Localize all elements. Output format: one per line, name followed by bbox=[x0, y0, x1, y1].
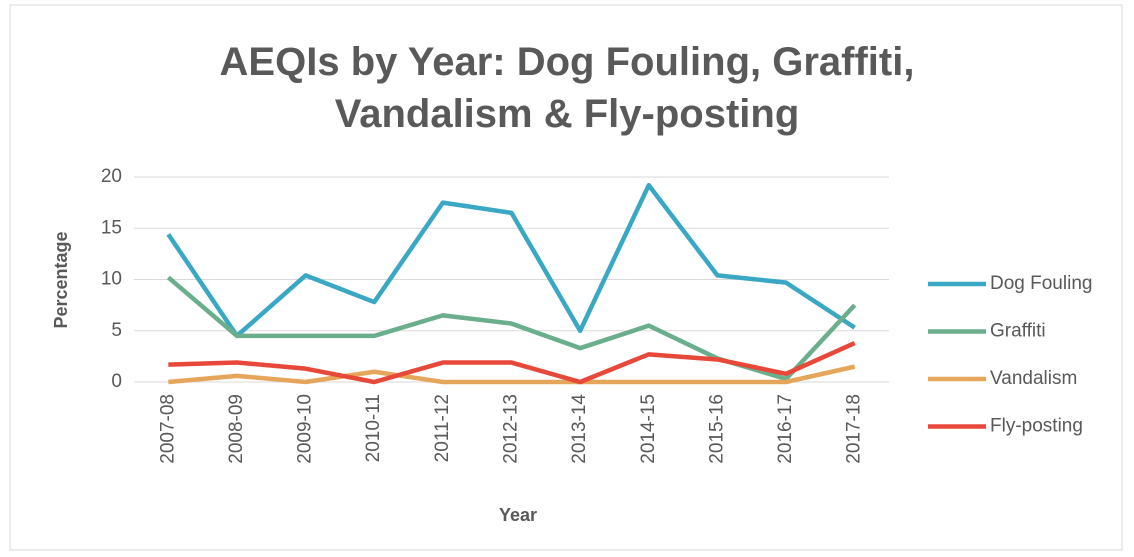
x-tick-label: 2014-15 bbox=[638, 394, 659, 464]
x-tick-label: 2015-16 bbox=[706, 394, 727, 464]
x-tick-label: 2017-18 bbox=[844, 394, 865, 464]
y-axis-label: Percentage bbox=[51, 231, 71, 328]
x-tick-label: 2010-11 bbox=[363, 394, 384, 462]
x-tick-label: 2013-14 bbox=[569, 394, 590, 464]
y-tick-label: 20 bbox=[101, 166, 122, 187]
legend-label: Fly-posting bbox=[990, 416, 1083, 437]
chart-title: AEQIs by Year: Dog Fouling, Graffiti, Va… bbox=[219, 40, 915, 136]
y-tick-label: 10 bbox=[101, 269, 122, 290]
y-tick-label: 0 bbox=[111, 371, 122, 392]
x-tick-label: 2007-08 bbox=[157, 394, 178, 464]
series-line bbox=[166, 182, 856, 339]
series-line bbox=[168, 340, 856, 385]
legend-label: Dog Fouling bbox=[990, 273, 1092, 294]
x-tick-label: 2016-17 bbox=[775, 394, 796, 464]
legend-label: Vandalism bbox=[990, 368, 1077, 389]
y-tick-label: 5 bbox=[111, 320, 122, 341]
x-tick-label: 2009-10 bbox=[295, 394, 316, 464]
legend-label: Graffiti bbox=[990, 321, 1046, 342]
x-axis-label: Year bbox=[499, 505, 537, 525]
series-line bbox=[168, 364, 856, 385]
x-tick-label: 2011-12 bbox=[432, 394, 453, 462]
y-tick-label: 15 bbox=[101, 217, 122, 238]
x-tick-label: 2012-13 bbox=[501, 394, 522, 464]
x-tick-label: 2008-09 bbox=[226, 394, 247, 464]
